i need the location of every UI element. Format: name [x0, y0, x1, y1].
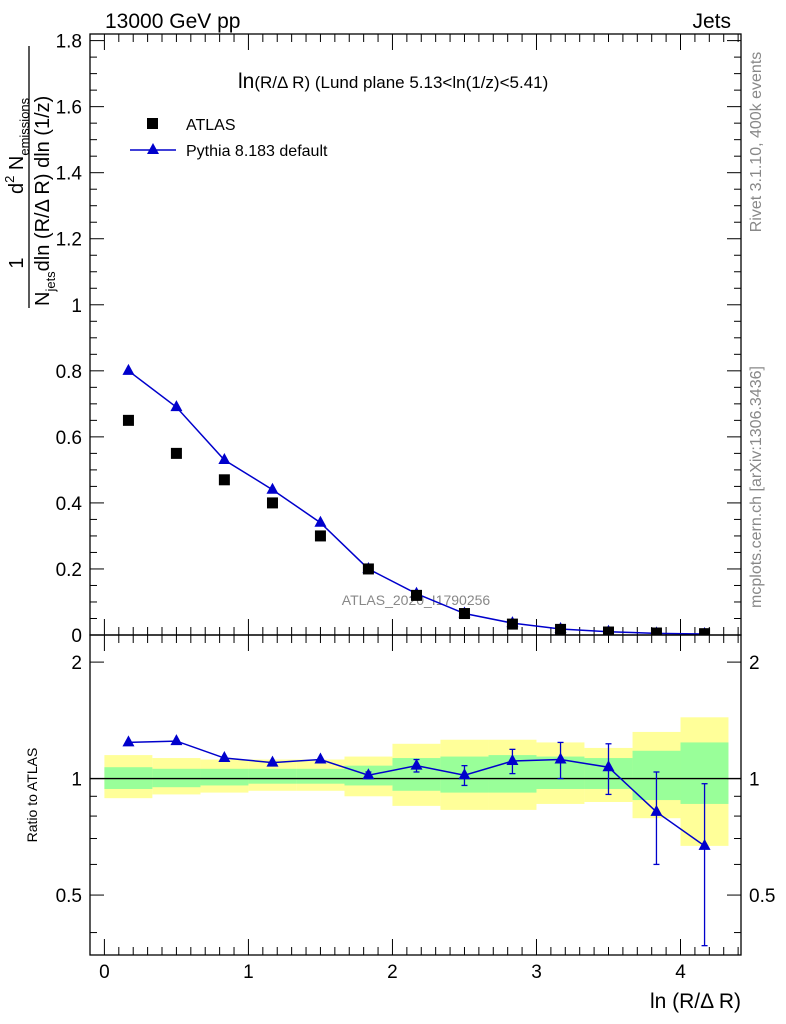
bottom-ytick-label-left: 0.5	[56, 886, 82, 907]
legend: ATLAS Pythia 8.183 default	[130, 117, 328, 160]
ratio-point	[362, 768, 375, 780]
atlas-point	[362, 563, 374, 575]
atlas-point	[218, 474, 230, 486]
x-tick-labels: 0 1 2 3 4	[99, 962, 686, 983]
atlas-point	[506, 618, 518, 630]
bottom-ytick-label-left: 1	[71, 770, 82, 791]
bottom-y-tick-labels: 0.5 0.5 1 1 2 2	[56, 653, 776, 907]
uncertainty-bands	[104, 717, 729, 846]
ratio-point	[506, 754, 519, 766]
x-axis-label: ln (R/Δ R)	[650, 990, 741, 1013]
x-tick-label: 2	[387, 962, 398, 983]
header-energy: 13000 GeV pp	[105, 10, 240, 33]
legend-atlas-label: ATLAS	[186, 117, 236, 134]
mc-point	[218, 452, 231, 464]
bottom-ytick-label-right: 0.5	[749, 886, 775, 907]
ylabel-n: N	[6, 156, 28, 176]
mc-point	[170, 400, 183, 412]
x-tick-label: 0	[99, 962, 110, 983]
ratio-point	[650, 804, 663, 816]
bottom-frame	[89, 634, 742, 956]
mc-point	[122, 363, 135, 375]
ratio-point	[458, 768, 471, 780]
x-tick-label: 4	[675, 962, 686, 983]
ratio-point	[698, 838, 711, 850]
ratio-point	[170, 734, 183, 746]
header-jets: Jets	[692, 10, 731, 33]
atlas-point	[458, 608, 470, 620]
bottom-ytick-label-right: 2	[749, 653, 760, 674]
band-inner-bin	[296, 768, 345, 784]
legend-atlas-marker	[147, 118, 158, 129]
atlas-point	[699, 628, 711, 635]
ylabel-jets: jets	[43, 271, 58, 293]
ratio-point	[218, 751, 231, 763]
x-tick-label: 3	[531, 962, 542, 983]
legend-mc-marker	[147, 143, 159, 154]
top-ylabel: 1 d2 Nemissions Njetsdln (R/Δ R) dln (1/…	[2, 46, 58, 308]
ratio-point	[602, 760, 615, 772]
plot-title-ln: ln	[238, 70, 254, 93]
ylabel-denominator: Njetsdln (R/Δ R) dln (1/z)	[32, 96, 58, 306]
mcplots-label: mcplots.cern.ch [arXiv:1306.3436]	[748, 366, 765, 608]
top-ytick-label: 1.2	[56, 230, 82, 251]
ratio-point	[410, 758, 423, 770]
top-ytick-label: 1	[71, 296, 82, 317]
atlas-point	[411, 589, 423, 601]
rivet-label: Rivet 3.1.10, 400k events	[748, 52, 765, 233]
ratio-point	[554, 752, 567, 764]
top-ytick-label: 0.4	[56, 494, 83, 515]
top-ytick-label: 0.8	[56, 362, 82, 383]
top-ytick-label: 1.4	[56, 164, 83, 185]
ylabel-sup2: 2	[2, 176, 17, 183]
legend-mc-label: Pythia 8.183 default	[186, 143, 328, 160]
atlas-point	[314, 530, 326, 542]
ylabel-emissions: emissions	[17, 97, 32, 155]
top-ytick-label: 0.2	[56, 560, 82, 581]
top-y-tick-labels: 0 0.2 0.4 0.6 0.8 1 1.2 1.4 1.6 1.8	[56, 32, 83, 647]
x-tick-label: 1	[243, 962, 254, 983]
ratio-point	[266, 755, 279, 767]
atlas-point	[122, 414, 134, 426]
top-ytick-label: 1.6	[56, 98, 82, 119]
bottom-ytick-label-right: 1	[749, 770, 760, 791]
top-axis-ticks	[90, 34, 741, 636]
top-ytick-label: 0.6	[56, 428, 82, 449]
top-ytick-label: 1.8	[56, 32, 82, 53]
ratio-point	[314, 752, 327, 764]
mc-point	[314, 515, 327, 527]
atlas-series-top	[122, 414, 711, 635]
top-ytick-label: 0	[71, 626, 82, 647]
band-inner-bin	[248, 768, 297, 784]
ylabel-numerator: d2 Nemissions	[2, 97, 32, 194]
atlas-point	[555, 623, 567, 635]
band-inner-bin	[200, 768, 249, 786]
bottom-ytick-label-left: 2	[71, 653, 82, 674]
mc-point	[266, 482, 279, 494]
plot-title-rest: (R/Δ R) (Lund plane 5.13<ln(1/z)<5.41)	[254, 73, 548, 92]
plot-title: ln(R/Δ R) (Lund plane 5.13<ln(1/z)<5.41)	[238, 70, 548, 93]
ylabel-one: 1	[6, 257, 28, 268]
bottom-axis-ticks	[90, 635, 741, 955]
atlas-point	[650, 627, 662, 635]
ylabel-deriv: dln (R/Δ R) dln (1/z)	[32, 96, 54, 272]
atlas-point	[602, 626, 614, 635]
ratio-point	[122, 735, 135, 747]
ylabel-njets-n: N	[32, 292, 54, 306]
mc-series-ratio	[122, 734, 711, 947]
atlas-point	[170, 447, 182, 459]
ylabel-d: d	[6, 183, 28, 194]
atlas-point	[266, 497, 278, 509]
ratio-ylabel: Ratio to ATLAS	[24, 748, 40, 843]
